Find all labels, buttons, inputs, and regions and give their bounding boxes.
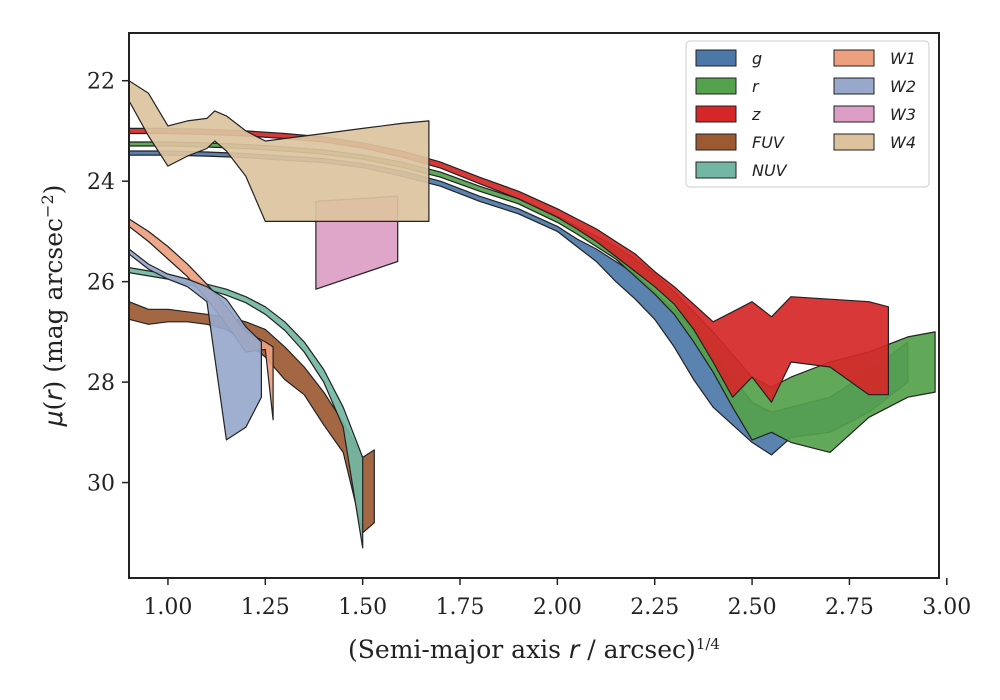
x-tick-label: 3.00 [922,595,971,620]
x-tick-label: 1.25 [241,595,290,620]
legend-swatch-fuv [695,133,737,151]
x-tick-label: 2.50 [728,595,777,620]
y-tick-label: 30 [87,472,115,497]
legend-label-g: g [752,49,762,68]
legend-swatch-g [695,49,737,67]
band-w4 [129,80,430,222]
band-w2 [129,248,262,441]
y-axis-label: μ(r) (mag arcsec−2) [38,185,69,428]
y-tick-label: 28 [87,371,115,396]
y-tick-label: 24 [87,170,115,195]
x-tick-label: 2.00 [533,595,582,620]
y-tick-label: 22 [87,70,115,95]
profile-bands [129,80,936,549]
legend-label-z: z [751,105,761,124]
legend-label-r: r [752,77,760,96]
legend-label-w3: W3 [890,105,916,124]
x-tick-label: 2.75 [825,595,874,620]
legend-label-nuv: NUV [752,161,788,180]
plot-frame [128,32,940,579]
legend-swatch-w1 [833,49,875,67]
axes: 1.00 1.25 1.50 1.75 2.00 2.25 2.50 2.75 3.00 22 24… [38,32,971,664]
x-axis-label: (Semi-major axis r / arcsec)1/4 [348,635,720,664]
legend-label-w1: W1 [890,49,916,68]
legend-swatch-z [695,105,737,123]
legend-label-w2: W2 [890,77,916,96]
legend-swatch-w3 [833,105,875,123]
x-tick-label: 1.75 [436,595,485,620]
x-tick-label: 1.00 [143,595,192,620]
band-z [129,127,889,403]
y-tick-label: 26 [87,271,115,296]
band-w1 [129,218,274,421]
legend-swatch-w2 [833,77,875,95]
legend-swatch-nuv [695,161,737,179]
x-tick-label: 2.25 [630,595,679,620]
legend-label-fuv: FUV [752,133,785,152]
legend-label-w4: W4 [890,133,916,152]
x-tick-label: 1.50 [338,595,387,620]
legend-swatch-w4 [833,133,875,151]
legend-swatch-r [695,77,737,95]
legend: grz FUV NUV W1 W2 W3 W4 [685,40,930,188]
